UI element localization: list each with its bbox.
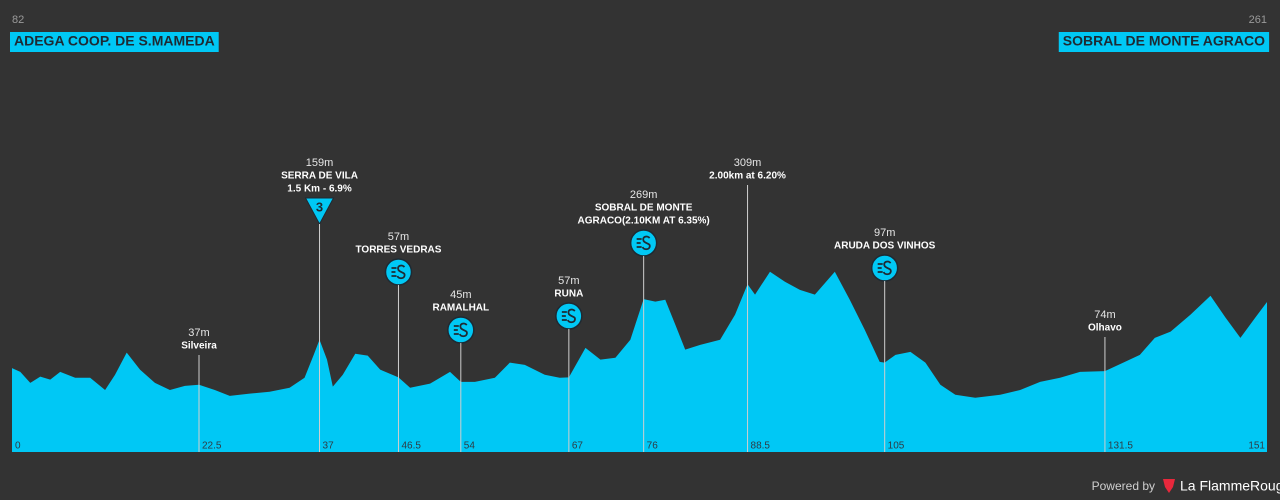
km-tick-label: 131.5 xyxy=(1108,441,1133,452)
km-tick-label: 54 xyxy=(464,441,476,452)
waypoint-altitude: 57m xyxy=(558,275,579,287)
sprint-icon xyxy=(447,316,475,344)
waypoint-name: SOBRAL DE MONTE xyxy=(595,203,693,214)
waypoint-altitude: 57m xyxy=(388,231,409,243)
name-box xyxy=(10,32,219,52)
profile-area xyxy=(12,271,1267,452)
km-tick-label: 151 xyxy=(1248,441,1265,452)
sprint-icon xyxy=(870,254,899,282)
waypoint-altitude: 309m xyxy=(734,157,762,169)
start-name: ADEGA COOP. DE S.MAMEDA xyxy=(14,33,215,49)
sprint-icon xyxy=(384,258,413,286)
waypoint-altitude: 45m xyxy=(450,289,471,301)
km-tick-label: 37 xyxy=(323,441,335,452)
km-tick-label: 88.5 xyxy=(751,441,771,452)
waypoint-name: Olhavo xyxy=(1088,323,1122,334)
waypoint-name: SERRA DE VILA xyxy=(281,171,358,182)
waypoint-name: ARUDA DOS VINHOS xyxy=(834,241,936,252)
brand: La FlammeRouge xyxy=(1180,478,1280,494)
km-tick-label: 22.5 xyxy=(202,441,222,452)
finish-altitude: 261 xyxy=(1249,14,1267,26)
km-tick-label: 76 xyxy=(647,441,659,452)
sprint-glyph xyxy=(561,308,576,324)
km-tick-label: 105 xyxy=(888,441,905,452)
km-tick-label: 46.5 xyxy=(401,441,421,452)
km-tick-label: 0 xyxy=(15,441,21,452)
brand-logo xyxy=(1163,479,1175,493)
waypoint-altitude: 269m xyxy=(630,189,658,201)
header-boxes xyxy=(10,32,1270,52)
km-tick-label: 67 xyxy=(572,441,584,452)
waypoint-name: TORRES VEDRAS xyxy=(355,245,441,256)
waypoint-name: RUNA xyxy=(554,289,583,300)
climb-icon xyxy=(304,197,335,226)
sprint-glyph xyxy=(453,322,468,338)
sprint-icon xyxy=(555,302,583,330)
waypoint-name: Silveira xyxy=(181,341,217,352)
sprint-glyph xyxy=(391,264,406,280)
waypoint-altitude: 159m xyxy=(306,157,334,169)
name-box xyxy=(1058,32,1270,52)
sprint-glyph xyxy=(636,235,651,251)
waypoint-note: 1.5 Km - 6.9% xyxy=(287,184,352,195)
powered-by: Powered by xyxy=(1092,479,1155,493)
climb-category: 3 xyxy=(316,199,323,214)
waypoint-note: 2.00km at 6.20% xyxy=(709,171,786,182)
waypoint-name: RAMALHAL xyxy=(432,303,489,314)
sprint-glyph xyxy=(877,260,892,276)
waypoint-note: AGRACO(2.10KM AT 6.35%) xyxy=(578,216,710,227)
start-altitude: 82 xyxy=(12,14,24,26)
sprint-icon xyxy=(629,229,658,257)
finish-name: SOBRAL DE MONTE AGRACO xyxy=(1063,33,1265,49)
waypoint-altitude: 74m xyxy=(1094,309,1115,321)
waypoint-altitude: 97m xyxy=(874,227,895,239)
waypoint-altitude: 37m xyxy=(188,327,209,339)
